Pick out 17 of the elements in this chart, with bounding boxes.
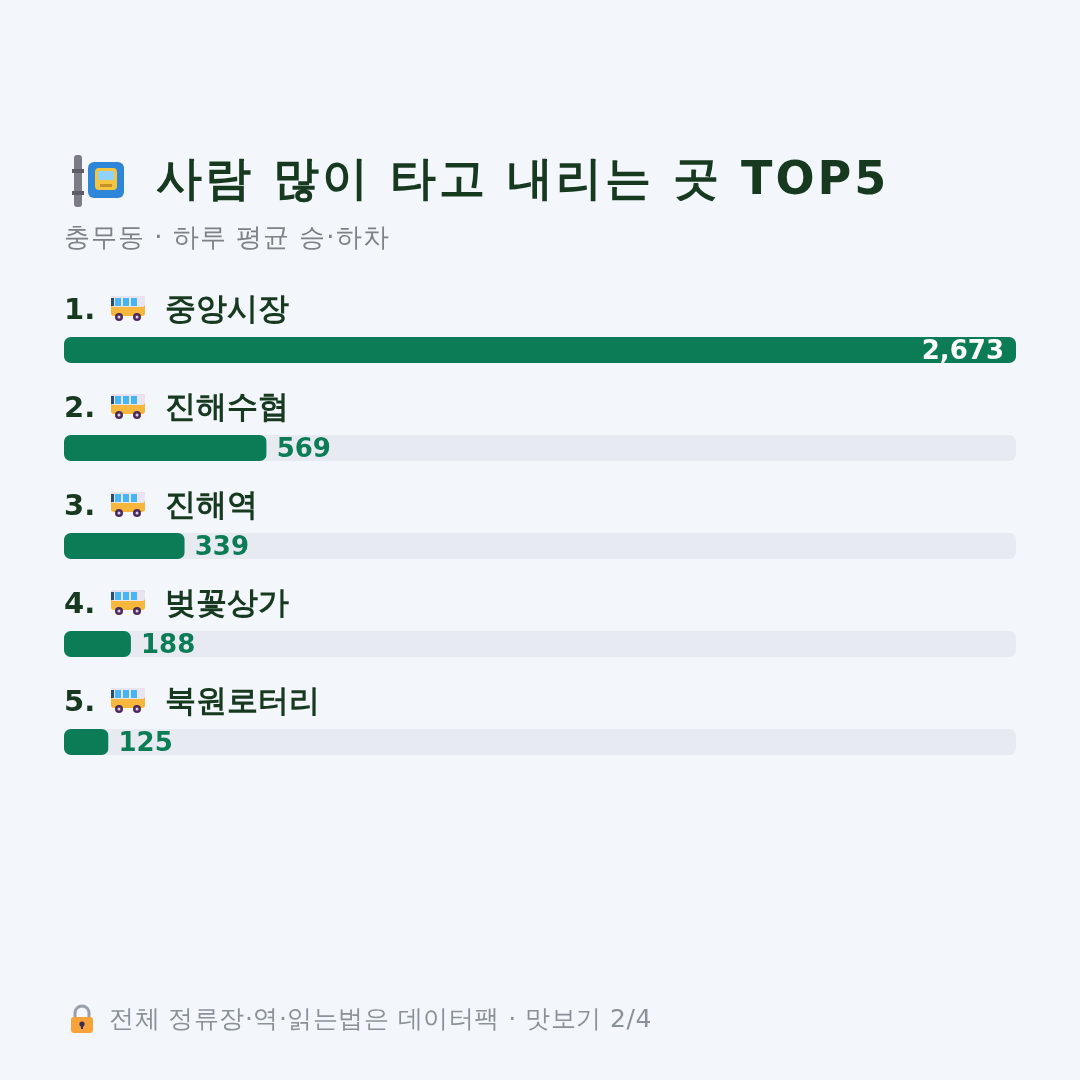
category-label: 4. 벚꽃상가	[64, 584, 289, 620]
data-label: 2,673	[921, 335, 1004, 365]
data-label: 188	[140, 629, 196, 659]
category-label: 1. 중앙시장	[64, 290, 289, 326]
data-label: 569	[276, 433, 331, 463]
category-label: 3. 진해역	[64, 486, 258, 522]
chart-title: 사람 많이 타고 내리는 곳 TOP5	[156, 150, 890, 207]
bar	[64, 631, 131, 657]
category-label: 5. 북원로터리	[64, 682, 320, 718]
bar	[64, 435, 267, 461]
category-label: 2. 진해수협	[64, 388, 289, 424]
bar	[64, 729, 109, 755]
text: 전체 정류장·역·읽는법은 데이터팩 · 맛보기 2/4	[109, 1003, 652, 1035]
data-label: 339	[194, 531, 250, 561]
bar	[64, 533, 185, 559]
chart-subtitle: 충무동 · 하루 평균 승·하차	[64, 221, 390, 254]
data-label: 125	[118, 727, 173, 757]
